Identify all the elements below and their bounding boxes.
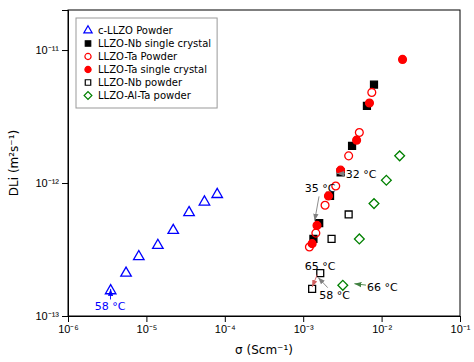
series bbox=[105, 188, 222, 293]
y-axis: 10⁻¹³ 10⁻¹² 10⁻¹¹ bbox=[35, 11, 68, 323]
tick-label: 10⁻¹³ bbox=[35, 310, 59, 322]
tick: 10⁻¹² bbox=[35, 177, 68, 189]
tick-mark bbox=[62, 183, 68, 184]
legend-label: LLZO-Al-Ta powder bbox=[98, 90, 192, 101]
tick-mark bbox=[225, 316, 226, 322]
point bbox=[381, 175, 391, 185]
point bbox=[321, 201, 329, 209]
legend-symbol bbox=[85, 53, 91, 59]
tick: 10⁻¹³ bbox=[35, 310, 68, 322]
point bbox=[399, 56, 407, 64]
point bbox=[337, 166, 345, 174]
legend-symbol bbox=[85, 80, 90, 85]
axis-line bbox=[69, 317, 461, 323]
point bbox=[371, 81, 378, 88]
tick-label: 10⁻¹ bbox=[451, 323, 471, 335]
series bbox=[309, 211, 352, 292]
tick-label: 10⁻⁴ bbox=[215, 323, 236, 335]
annotation-arrow bbox=[315, 196, 319, 220]
chart: 10⁻⁶ 10⁻⁵ 10⁻⁴ 10⁻³ 10⁻² 10⁻¹ 10⁻¹³ 10⁻¹² 10⁻¹¹ σ… bbox=[0, 0, 474, 362]
legend-label: c-LLZO Powder bbox=[98, 25, 174, 36]
point bbox=[345, 152, 353, 160]
tick-mark bbox=[62, 50, 68, 51]
point bbox=[199, 196, 210, 205]
x-axis-title: σ (Scm⁻¹) bbox=[235, 343, 293, 357]
series bbox=[308, 56, 406, 248]
annotation: 58 °C bbox=[319, 289, 350, 302]
point bbox=[368, 89, 376, 97]
annotation-arrow bbox=[354, 284, 366, 285]
y-axis-title: DLi (m²s⁻¹) bbox=[7, 130, 21, 196]
point bbox=[308, 240, 316, 248]
point bbox=[353, 136, 361, 144]
legend-label: LLZO-Nb single crystal bbox=[98, 38, 211, 49]
tick: 10⁻⁵ bbox=[137, 316, 158, 335]
tick-label: 10⁻¹¹ bbox=[35, 44, 59, 56]
legend-label: LLZO-Ta single crystal bbox=[98, 64, 207, 75]
point bbox=[354, 234, 364, 244]
legend: c-LLZO Powder LLZO-Nb single crystal LLZO-… bbox=[76, 18, 217, 108]
point bbox=[212, 188, 223, 197]
tick-mark bbox=[146, 316, 147, 322]
tick: 10⁻³ bbox=[294, 316, 314, 335]
point bbox=[312, 229, 320, 237]
tick-mark bbox=[460, 316, 461, 322]
tick-label: 10⁻³ bbox=[294, 323, 314, 335]
tick: 10⁻¹¹ bbox=[35, 44, 68, 56]
point bbox=[134, 250, 145, 259]
plot-frame bbox=[68, 10, 460, 316]
tick-label: 10⁻¹² bbox=[35, 177, 59, 189]
point bbox=[168, 224, 179, 233]
annotation: 32 °C bbox=[346, 168, 377, 181]
series bbox=[310, 81, 378, 242]
legend-symbol bbox=[84, 26, 92, 33]
point bbox=[345, 211, 352, 218]
annotation: 65 °C bbox=[305, 260, 336, 273]
point bbox=[153, 239, 164, 248]
tick-label: 10⁻⁵ bbox=[137, 323, 158, 335]
tick-label: 10⁻² bbox=[372, 323, 392, 335]
point bbox=[355, 129, 363, 137]
annotation: 35 °C bbox=[305, 182, 336, 195]
legend-box bbox=[76, 18, 217, 108]
point bbox=[184, 206, 195, 215]
point bbox=[313, 221, 321, 229]
tick: 10⁻⁶ bbox=[58, 316, 79, 335]
point bbox=[121, 267, 132, 276]
tick: 10⁻⁴ bbox=[215, 316, 236, 335]
annotations: 32 °C 35 °C 65 °C 58 °C 66 °C 58 °C bbox=[95, 168, 398, 314]
annotation-arrow bbox=[312, 274, 317, 287]
tick-mark bbox=[303, 316, 304, 322]
legend-symbol bbox=[85, 41, 90, 46]
legend-symbol bbox=[85, 66, 91, 72]
tick: 10⁻² bbox=[372, 316, 392, 335]
tick: 10⁻¹ bbox=[451, 316, 471, 335]
tick-mark bbox=[382, 316, 383, 322]
plot: 10⁻⁶ 10⁻⁵ 10⁻⁴ 10⁻³ 10⁻² 10⁻¹ 10⁻¹³ 10⁻¹² 10⁻¹¹ σ… bbox=[7, 10, 471, 357]
x-axis: 10⁻⁶ 10⁻⁵ 10⁻⁴ 10⁻³ 10⁻² 10⁻¹ bbox=[58, 316, 471, 335]
annotation-arrow bbox=[110, 289, 111, 300]
legend-symbol bbox=[84, 92, 92, 100]
annotation: 66 °C bbox=[367, 281, 398, 294]
point bbox=[395, 151, 405, 161]
point bbox=[366, 99, 374, 107]
legend-label: LLZO-Nb powder bbox=[98, 77, 183, 88]
tick-label: 10⁻⁶ bbox=[58, 323, 79, 335]
axis-line bbox=[62, 11, 69, 317]
point bbox=[369, 199, 379, 209]
annotation-arrow bbox=[337, 173, 345, 174]
point bbox=[328, 235, 335, 242]
series bbox=[338, 151, 405, 290]
annotation: 58 °C bbox=[95, 300, 126, 313]
tick-mark bbox=[62, 316, 68, 317]
annotation-arrow bbox=[318, 277, 328, 287]
legend-label: LLZO-Ta Powder bbox=[98, 51, 178, 62]
